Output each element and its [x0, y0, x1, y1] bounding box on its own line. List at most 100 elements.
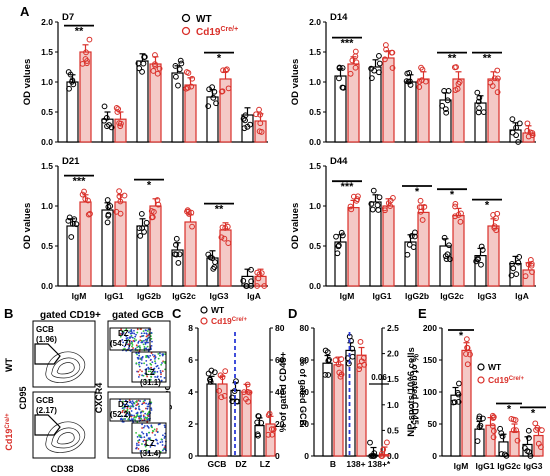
- point-wt: [175, 82, 181, 89]
- point-wt: [242, 117, 248, 124]
- y-right-tick-label: 20: [275, 419, 285, 429]
- flow-event-dot: [142, 440, 145, 443]
- x-tick-label: IgG1: [476, 461, 495, 471]
- flow-event-dot: [151, 426, 153, 429]
- flow-event-dot: [122, 332, 125, 334]
- flow-event-dot: [135, 344, 138, 347]
- flow-gate-cd19-gcb-value: (2.17): [36, 406, 57, 415]
- flow-gate-wt-dz-name: DZ: [118, 329, 129, 338]
- y-tick-label: 80: [300, 323, 310, 333]
- flow-event-dot: [163, 437, 166, 439]
- point-cd19: [116, 120, 123, 127]
- flow-event-dot: [146, 330, 149, 332]
- point-wt: [324, 349, 331, 356]
- point-wt: [478, 261, 484, 268]
- y-tick-label: 0: [304, 451, 309, 461]
- flow-event-dot: [135, 362, 138, 364]
- flow-event-dot: [150, 409, 153, 411]
- point-wt: [173, 241, 179, 248]
- flow-col-title-gcb: gated GCB: [112, 310, 164, 321]
- point-cd19: [115, 106, 122, 112]
- bar-wt: [254, 425, 265, 457]
- flow-contour-cd19: [45, 421, 86, 453]
- flow-event-dot: [120, 328, 122, 331]
- flow-event-dot: [156, 439, 158, 442]
- flow-gate-cd19-dz-name: DZ: [118, 400, 129, 409]
- flow-event-dot: [125, 403, 128, 406]
- significance-label: **: [448, 53, 457, 65]
- flow-event-dot: [144, 368, 147, 371]
- flow-row-label-cd19: Cd19Cre/+: [4, 413, 14, 451]
- y-tick-label: 0.0: [41, 281, 53, 291]
- point-cd19: [347, 203, 354, 210]
- flow-event-dot: [155, 365, 158, 368]
- flow-event-dot: [135, 431, 137, 434]
- flow-event-dot: [154, 362, 157, 365]
- point-wt: [441, 88, 448, 94]
- flow-xaxis-cd86: CD86: [126, 464, 149, 474]
- point-cd19: [189, 75, 196, 82]
- point-cd19: [117, 123, 124, 130]
- flow-event-dot: [141, 355, 144, 358]
- flow-event-dot: [161, 444, 164, 446]
- point-wt: [233, 378, 239, 385]
- flow-event-dot: [140, 436, 143, 439]
- flow-event-dot: [143, 425, 146, 427]
- bar-cd19: [452, 78, 465, 143]
- flow-event-dot: [137, 376, 140, 378]
- flow-event-dot: [123, 345, 126, 348]
- y-tick-label: 0.5: [41, 107, 53, 117]
- point-cd19: [356, 366, 363, 373]
- legend-wt-label: WT: [196, 14, 212, 25]
- point-cd19: [79, 60, 86, 67]
- point-wt: [138, 210, 145, 217]
- point-wt: [368, 65, 375, 72]
- point-wt: [479, 247, 486, 253]
- flow-event-dot: [156, 376, 159, 379]
- point-cd19: [256, 128, 263, 135]
- point-cd19: [185, 208, 192, 215]
- flow-event-dot: [151, 442, 154, 444]
- point-wt: [527, 453, 534, 459]
- x-tick-label: LZ: [260, 459, 270, 469]
- flow-event-dot: [151, 354, 154, 356]
- point-cd19: [156, 65, 163, 72]
- point-wt: [480, 415, 486, 422]
- point-wt: [248, 266, 254, 273]
- point-cd19: [113, 105, 120, 111]
- point-wt: [105, 211, 112, 218]
- point-cd19: [218, 88, 225, 95]
- bar-cd19: [509, 431, 520, 457]
- flow-event-dot: [159, 369, 162, 372]
- flow-event-dot: [121, 330, 124, 333]
- flow-event-dot: [133, 329, 135, 332]
- point-cd19: [489, 412, 496, 419]
- flow-event-dot: [150, 337, 153, 340]
- point-cd19: [512, 417, 519, 423]
- point-wt: [66, 85, 72, 92]
- x-tick-label: IgG3: [524, 461, 543, 471]
- flow-event-dot: [137, 340, 140, 343]
- flow-event-dot: [146, 421, 149, 423]
- point-wt: [501, 451, 508, 458]
- point-cd19: [457, 218, 464, 225]
- point-cd19: [257, 120, 264, 127]
- significance-label: **: [75, 26, 84, 38]
- y-tick-label: 40: [300, 387, 310, 397]
- flow-event-dot: [164, 368, 166, 371]
- flow-event-dot: [142, 400, 145, 403]
- point-cd19: [493, 215, 499, 222]
- flow-event-dot: [139, 411, 142, 414]
- flow-event-dot: [138, 417, 141, 420]
- flow-event-dot: [152, 368, 155, 370]
- flow-event-dot: [159, 352, 161, 355]
- flow-event-dot: [143, 436, 146, 439]
- significance-label: *: [459, 330, 464, 342]
- flow-event-dot: [144, 347, 146, 350]
- flow-event-dot: [130, 410, 133, 412]
- flow-gate-cd19-gcb-name: GCB: [36, 396, 54, 405]
- flow-plot-cd19-cd19: [32, 391, 96, 459]
